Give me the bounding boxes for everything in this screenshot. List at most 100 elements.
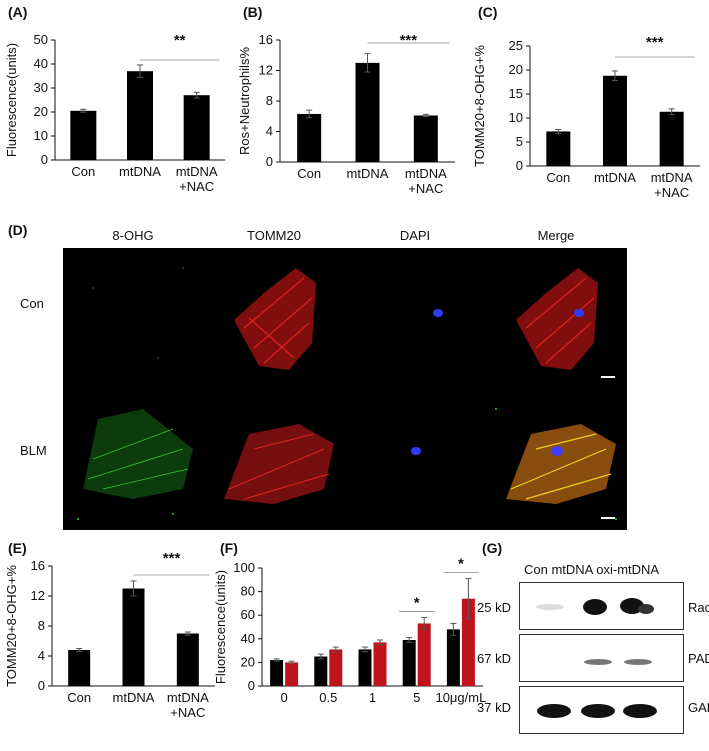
x-tick-label: mtDNA <box>176 164 218 179</box>
y-tick-label: 30 <box>34 80 48 95</box>
significance-mark: * <box>458 556 464 573</box>
mic-header-dapi: DAPI <box>399 228 431 243</box>
bar <box>413 115 438 162</box>
x-tick-label: mtDNA <box>119 164 161 179</box>
chart-a: 0 10 20 30 40 50 Fluorescence(units) Con mtDNA mt… <box>0 0 235 215</box>
x-tick-label: Con <box>71 164 95 179</box>
panel-label-c: (C) <box>478 4 498 20</box>
x-tick-label: mtDNA <box>594 170 636 185</box>
x-tick-label: mtDNA <box>405 166 447 181</box>
bar <box>373 642 387 686</box>
bar <box>603 75 627 166</box>
significance-mark: *** <box>400 32 418 49</box>
blot-kd-pad4: 67 kD <box>477 651 511 666</box>
y-axis-label: Ros+Neutrophils% <box>237 47 252 155</box>
mic-row-label-con: Con <box>20 296 44 311</box>
x-tick-label: Con <box>67 690 91 705</box>
y-tick-label: 0 <box>38 678 45 693</box>
x-tick-label: 10μg/mL <box>435 690 486 705</box>
x-tick-label: +NAC <box>408 181 443 196</box>
significance-mark: *** <box>646 34 664 51</box>
x-tick-label: +NAC <box>179 179 214 194</box>
panel-label-d: (D) <box>8 222 28 238</box>
micrograph-blm-dapi <box>345 389 486 530</box>
x-tick-label: mtDNA <box>167 690 209 705</box>
y-tick-label: 8 <box>266 93 273 108</box>
y-tick-label: 60 <box>241 607 255 622</box>
y-tick-label: 10 <box>34 128 48 143</box>
bar <box>122 588 145 686</box>
bar <box>446 629 460 686</box>
blot-header: Con mtDNA oxi-mtDNA <box>524 562 660 577</box>
blot-band-pad4 <box>519 634 684 682</box>
y-tick-label: 16 <box>31 558 45 573</box>
micrograph-con-8ohg <box>63 248 204 389</box>
x-tick-label: Con <box>297 166 321 181</box>
mic-header-8ohg: 8-OHG <box>112 228 154 243</box>
y-tick-label: 4 <box>266 124 273 139</box>
chart-b: 0 4 8 12 16 Ros+Neutrophils% Con mtDNA mtDNA +NAC… <box>235 0 470 215</box>
y-axis-label: TOMM20+8-OHG+% <box>4 565 19 687</box>
bar <box>546 131 571 166</box>
bar <box>70 110 97 160</box>
y-axis-label: TOMM20+8-OHG+% <box>472 45 487 167</box>
bar <box>297 113 322 162</box>
y-tick-label: 100 <box>233 560 255 575</box>
x-tick-label: 0.5 <box>319 690 337 705</box>
y-tick-label: 4 <box>38 648 45 663</box>
bar <box>417 623 431 686</box>
x-tick-label: +NAC <box>654 185 689 200</box>
panel-label-a: (A) <box>8 4 28 20</box>
y-tick-label: 16 <box>259 32 273 47</box>
blot-name-pad4: PAD4 <box>688 651 709 666</box>
blot-kd-rac2: 25 kD <box>477 600 511 615</box>
y-tick-label: 20 <box>509 62 523 77</box>
panel-label-b: (B) <box>243 4 263 20</box>
y-axis-label: Fluorescence(units) <box>213 570 228 684</box>
micrograph-blm-8ohg <box>63 389 204 530</box>
significance-mark: * <box>414 595 420 612</box>
blot-band-rac2 <box>519 582 684 630</box>
y-tick-label: 10 <box>509 110 523 125</box>
panel-label-g: (G) <box>482 540 503 556</box>
significance-mark: ** <box>174 32 186 49</box>
y-tick-label: 12 <box>259 63 273 78</box>
blot-kd-gapdh: 37 kD <box>477 700 511 715</box>
panel-label-f: (F) <box>220 540 238 556</box>
bar <box>461 598 475 686</box>
x-tick-label: +NAC <box>170 705 205 720</box>
y-tick-label: 25 <box>509 38 523 53</box>
bar <box>314 656 328 686</box>
panel-label-e: (E) <box>8 540 27 556</box>
x-tick-label: 0 <box>280 690 287 705</box>
y-tick-label: 20 <box>241 654 255 669</box>
bar <box>183 95 210 160</box>
micrograph-con-tomm20 <box>204 248 345 389</box>
x-tick-label: 1 <box>369 690 376 705</box>
mic-header-tomm20: TOMM20 <box>247 228 301 243</box>
chart-e: 0 4 8 12 16 TOMM20+8-OHG+% Con mtDNA mtDNA +NAC **… <box>0 540 220 746</box>
x-tick-label: Con <box>546 170 570 185</box>
micrograph-blm-tomm20 <box>204 389 345 530</box>
y-tick-label: 0 <box>41 152 48 167</box>
bar <box>270 660 284 686</box>
y-tick-label: 0 <box>248 678 255 693</box>
significance-mark: *** <box>163 550 181 567</box>
bar <box>355 62 380 162</box>
blot-name-rac2: Rac2 <box>688 600 709 615</box>
bar <box>285 662 299 686</box>
micrograph-con-dapi <box>345 248 486 389</box>
y-tick-label: 50 <box>34 32 48 47</box>
micrograph-con-merge <box>486 248 627 389</box>
mic-header-merge: Merge <box>537 228 575 243</box>
y-tick-label: 0 <box>266 154 273 169</box>
bar <box>68 650 91 686</box>
bar <box>127 71 153 160</box>
blot-band-gapdh <box>519 686 684 734</box>
y-tick-label: 20 <box>34 104 48 119</box>
y-tick-label: 12 <box>31 588 45 603</box>
mic-row-label-blm: BLM <box>20 443 47 458</box>
y-tick-label: 5 <box>516 134 523 149</box>
y-tick-label: 80 <box>241 584 255 599</box>
blot-name-gapdh: GAPDH <box>688 700 709 715</box>
